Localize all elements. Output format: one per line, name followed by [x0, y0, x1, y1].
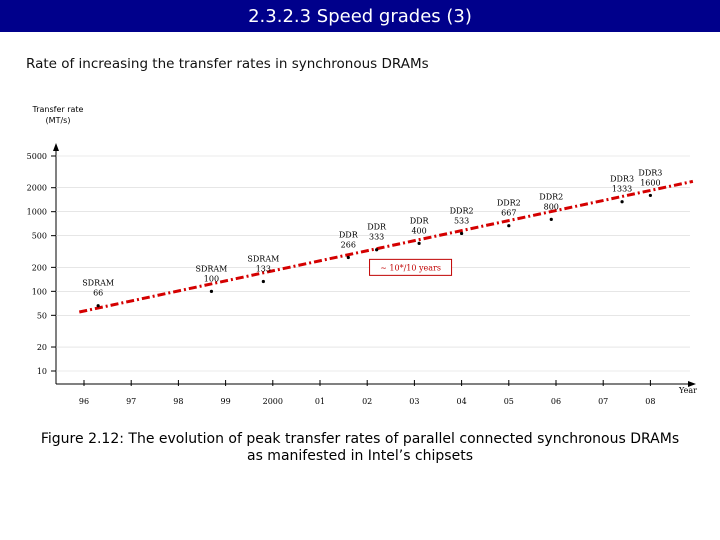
x-tick-label: 01 [315, 397, 325, 406]
data-point-label-rate: 1333 [612, 185, 632, 194]
y-tick-label: 10 [37, 367, 47, 376]
data-point-label-type: SDRAM [195, 264, 227, 273]
x-tick-label: 07 [598, 397, 608, 406]
data-point-label-type: DDR2 [450, 206, 474, 215]
x-tick-label: 08 [645, 397, 655, 406]
y-tick-label: 5000 [27, 152, 47, 161]
x-tick-label: 97 [126, 397, 136, 406]
data-point-label-rate: 533 [454, 216, 469, 225]
data-point-marker [261, 279, 265, 284]
data-point-label-type: SDRAM [247, 254, 279, 263]
data-point-label-type: DDR3 [610, 175, 634, 184]
y-tick-label: 100 [32, 287, 47, 296]
y-tick-label: 500 [32, 232, 47, 241]
data-point-label-type: DDR2 [539, 192, 563, 201]
data-point-label-type: DDR [367, 223, 387, 232]
x-tick-label: 04 [457, 397, 467, 406]
data-point-marker [620, 200, 624, 204]
x-tick-label: 02 [362, 397, 372, 406]
trend-group: ~ 10*/10 years [78, 179, 694, 314]
x-axis-label: Year [678, 386, 697, 395]
caption-line-1: Figure 2.12: The evolution of peak trans… [40, 431, 680, 447]
data-point-marker [375, 248, 379, 252]
data-point-label-type: DDR2 [497, 199, 521, 208]
data-point-marker [96, 304, 100, 308]
data-points: SDRAM66SDRAM100SDRAM133DDR266DDR333DDR40… [82, 168, 662, 308]
x-tick-label: 03 [409, 397, 419, 406]
trend-annotation-box [369, 258, 453, 276]
x-tick-label: 2000 [263, 397, 283, 406]
y-tick-label: 200 [32, 263, 47, 272]
slide-subtitle: Rate of increasing the transfer rates in… [26, 56, 429, 72]
y-axis-arrow [53, 143, 59, 151]
y-axis-label-line1: Transfer rate [32, 105, 84, 114]
data-point-label-rate: 333 [369, 233, 384, 242]
y-tick-label: 50 [37, 311, 47, 320]
data-point-label-type: DDR [410, 216, 430, 225]
trend-annotation-label: ~ 10*/10 years [380, 263, 441, 272]
data-point-marker [346, 255, 350, 260]
y-tick-label: 1000 [27, 208, 47, 217]
y-axis-ticks: 5000 2000 1000 500 200 100 50 20 10 [27, 152, 56, 376]
data-point-marker [460, 231, 464, 236]
data-point-marker [507, 224, 511, 228]
data-point-label-rate: 100 [204, 274, 219, 283]
data-point-label-type: DDR [339, 230, 359, 239]
x-tick-label: 06 [551, 397, 561, 406]
x-axis-ticks: 96 97 98 99 2000 01 02 03 04 05 06 07 08 [79, 380, 655, 406]
x-tick-label: 98 [173, 397, 183, 406]
data-point-label-rate: 266 [341, 240, 356, 249]
x-tick-label: 05 [504, 397, 514, 406]
data-point-marker [417, 241, 421, 245]
chart-gridlines [56, 155, 690, 372]
data-point-marker [209, 289, 214, 293]
slide-title: 2.3.2.3 Speed grades (3) [0, 0, 720, 32]
y-tick-label: 2000 [27, 184, 47, 193]
data-point-label-type: SDRAM [82, 279, 114, 288]
caption-line-2: as manifested in Intel’s chipsets [246, 448, 474, 464]
y-tick-label: 20 [37, 343, 47, 352]
data-point-label-rate: 1600 [640, 178, 660, 187]
x-axis-arrow [688, 381, 696, 387]
figure-caption: Figure 2.12: The evolution of peak trans… [0, 431, 720, 465]
x-tick-label: 96 [79, 397, 89, 406]
data-point-marker [549, 217, 553, 221]
data-point-label-rate: 133 [256, 264, 271, 273]
data-point-label-rate: 66 [93, 289, 103, 298]
data-point-label-rate: 667 [501, 209, 516, 218]
data-point-label-rate: 400 [411, 226, 426, 235]
data-point-label-type: DDR3 [638, 168, 662, 177]
data-point-label-rate: 800 [544, 202, 559, 211]
data-point-marker [648, 193, 653, 198]
y-axis-label-line2: (MT/s) [46, 116, 71, 125]
trend-line [78, 179, 694, 314]
x-tick-label: 99 [221, 397, 231, 406]
